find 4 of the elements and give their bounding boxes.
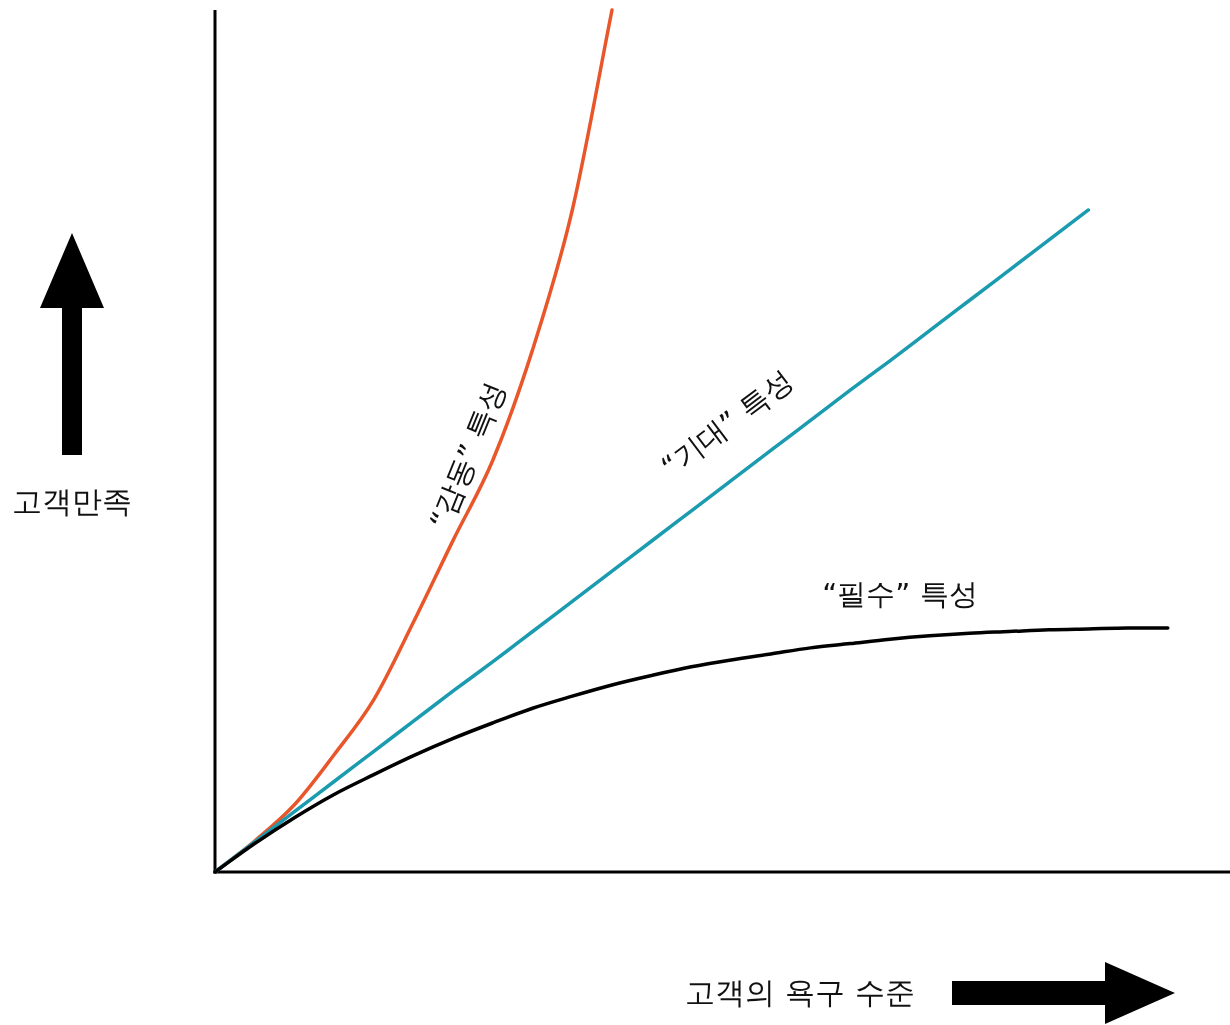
y-axis-title: 고객만족 xyxy=(12,484,132,519)
text: “감동” 특성 xyxy=(422,376,513,534)
x-axis-title: 고객의 욕구 수준 xyxy=(685,975,915,1010)
series-label: “필수” 특성 xyxy=(822,577,978,612)
